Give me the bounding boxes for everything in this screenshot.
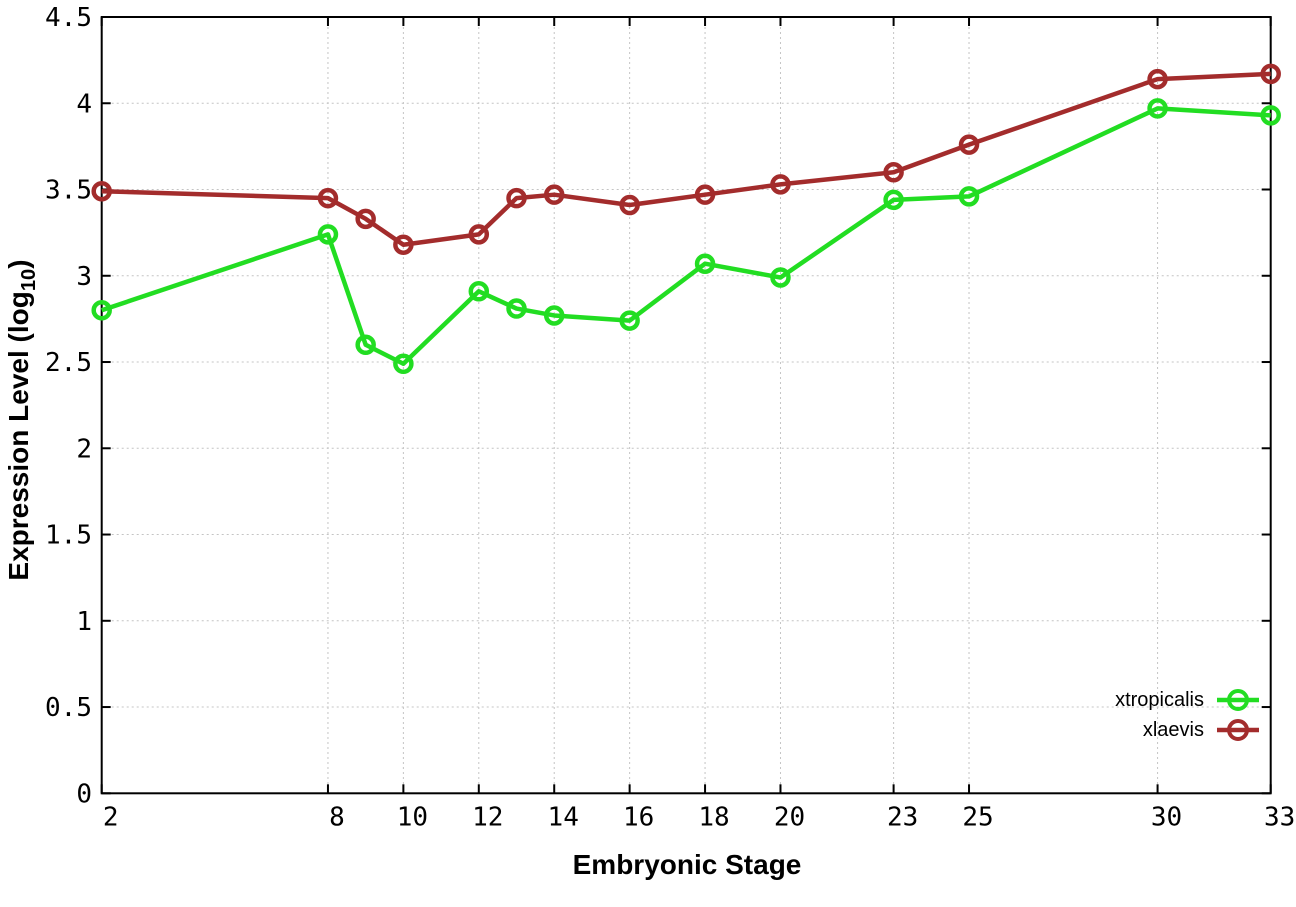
data-point-xlaevis xyxy=(619,194,640,216)
data-point-xlaevis xyxy=(883,162,904,183)
data-point-xlaevis xyxy=(317,187,339,209)
y-tick-label: 2.5 xyxy=(45,348,92,378)
x-tick-label: 18 xyxy=(698,802,729,832)
data-point-xlaevis xyxy=(694,184,716,205)
x-tick-label: 14 xyxy=(548,802,579,832)
data-point-xlaevis xyxy=(506,187,527,209)
legend: xtropicalis xlaevis xyxy=(1115,685,1260,745)
x-tick-label: 23 xyxy=(887,802,918,832)
y-tick-label: 4.5 xyxy=(45,3,92,33)
data-point-xlaevis xyxy=(1260,63,1281,85)
legend-label-xlaevis: xlaevis xyxy=(1142,718,1204,741)
data-point-xtropicalis xyxy=(694,253,716,274)
legend-label-xtropicalis: xtropicalis xyxy=(1115,688,1204,711)
y-axis-title-text: Expression Level (log xyxy=(3,291,35,581)
y-tick-label: 4 xyxy=(76,89,92,119)
x-axis-title: Embryonic Stage xyxy=(572,849,802,880)
legend-marker-icon xyxy=(1217,719,1259,741)
x-tick-label: 20 xyxy=(774,802,805,832)
y-axis-title-subscript: 10 xyxy=(17,268,40,292)
y-tick-label: 2 xyxy=(76,434,92,464)
data-point-xtropicalis xyxy=(355,334,376,356)
data-point-xtropicalis xyxy=(393,353,414,374)
series-line-xtropicalis xyxy=(100,106,1271,366)
data-point-xtropicalis xyxy=(1147,98,1168,119)
y-tick-label: 3 xyxy=(76,262,92,292)
legend-marker-icon xyxy=(1217,689,1259,711)
x-tick-label: 12 xyxy=(472,802,503,832)
data-point-xlaevis xyxy=(770,174,791,195)
data-point-xtropicalis xyxy=(468,281,490,302)
data-point-xlaevis xyxy=(91,180,112,202)
x-tick-label: 16 xyxy=(623,802,654,832)
x-tick-label: 25 xyxy=(962,802,993,832)
x-tick-label: 8 xyxy=(329,802,345,832)
legend-item-xlaevis: xlaevis xyxy=(1115,715,1260,745)
x-tick-label: 33 xyxy=(1264,802,1295,832)
data-point-xlaevis xyxy=(355,208,376,230)
x-tick-label: 30 xyxy=(1151,802,1182,832)
y-tick-label: 0 xyxy=(76,779,92,809)
data-point-xtropicalis xyxy=(883,189,904,211)
data-point-xlaevis xyxy=(543,184,565,205)
y-tick-label: 1.5 xyxy=(45,521,92,551)
data-point-xlaevis xyxy=(1147,68,1168,90)
data-point-xtropicalis xyxy=(619,310,640,331)
data-point-xlaevis xyxy=(393,234,414,255)
data-point-xtropicalis xyxy=(506,298,527,319)
data-point-xlaevis xyxy=(468,224,490,245)
y-tick-label: 1 xyxy=(76,607,92,637)
y-axis-title: Expression Level (log10) xyxy=(3,259,41,580)
series-line-xlaevis xyxy=(101,71,1271,247)
plot-border xyxy=(100,16,1272,795)
data-point-xtropicalis xyxy=(770,267,791,288)
data-point-xtropicalis xyxy=(1260,105,1281,126)
y-axis-title-suffix: ) xyxy=(3,259,35,269)
x-tick-label: 2 xyxy=(103,802,119,832)
data-point-xtropicalis xyxy=(317,224,339,245)
data-point-xtropicalis xyxy=(958,186,980,207)
y-tick-label: 3.5 xyxy=(45,176,92,206)
legend-item-xtropicalis: xtropicalis xyxy=(1115,685,1260,715)
data-point-xlaevis xyxy=(958,134,980,155)
y-tick-label: 0.5 xyxy=(45,693,92,723)
x-tick-label: 10 xyxy=(397,802,428,832)
data-point-xtropicalis xyxy=(543,305,565,326)
data-point-xtropicalis xyxy=(91,300,112,321)
